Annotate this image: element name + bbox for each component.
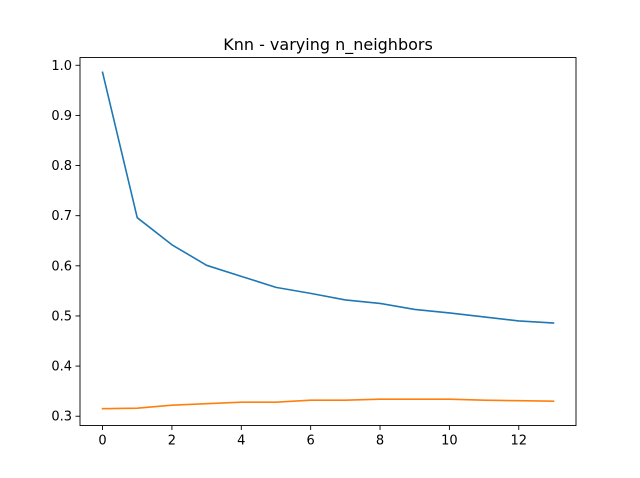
x-tick-label: 10 xyxy=(441,434,458,449)
x-tick-label: 2 xyxy=(168,434,176,449)
series-line-1 xyxy=(101,71,555,324)
y-tick-label: 0.3 xyxy=(51,410,72,425)
x-tick-label: 12 xyxy=(510,434,527,449)
y-tick-label: 0.4 xyxy=(51,360,72,375)
x-tick-label: 4 xyxy=(237,434,245,449)
y-tick-label: 0.5 xyxy=(51,309,72,324)
plot-area: 0 2 4 6 8 10 12 0.3 0.4 0.5 0.6 0.7 0.8 0.9 1.0 xyxy=(51,57,577,449)
y-tick-label: 0.7 xyxy=(51,209,72,224)
y-tick-label: 0.9 xyxy=(51,109,72,124)
x-tick-label: 8 xyxy=(376,434,384,449)
y-tick-label: 0.8 xyxy=(51,159,72,174)
chart-title: Knn - varying n_neighbors xyxy=(223,35,433,55)
y-tick-label: 1.0 xyxy=(51,59,72,74)
axes-frame xyxy=(79,57,577,426)
x-tick-label: 6 xyxy=(307,434,315,449)
y-tick-label: 0.6 xyxy=(51,259,72,274)
series-line-2 xyxy=(101,398,555,410)
x-tick-label: 0 xyxy=(98,434,106,449)
